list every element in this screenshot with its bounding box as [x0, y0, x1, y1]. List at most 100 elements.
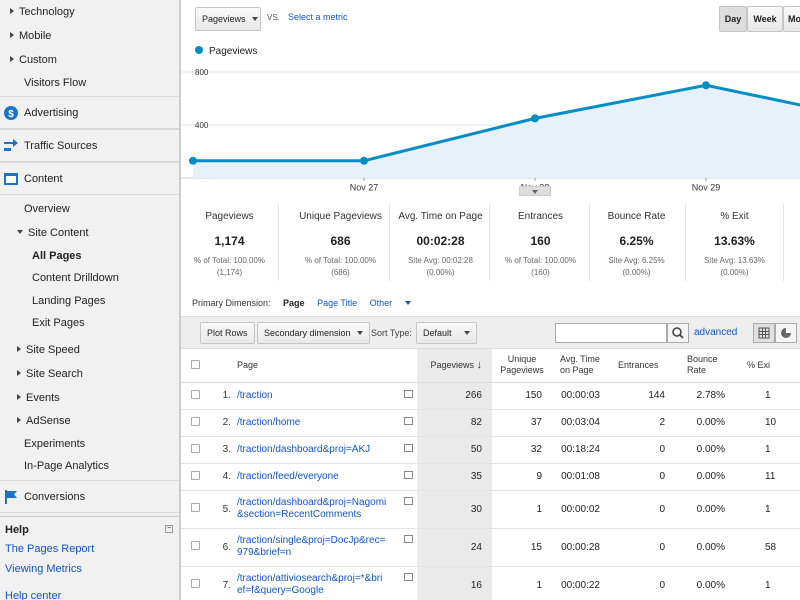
- row-checkbox[interactable]: [191, 416, 200, 426]
- row-checkbox[interactable]: [191, 503, 200, 512]
- table-row[interactable]: 4./traction/feed/everyone 35 9 00:01:08 0 0.0…: [181, 463, 800, 491]
- cell-pageviews: 16: [417, 566, 492, 600]
- page-link[interactable]: /traction: [237, 389, 273, 401]
- open-in-new-window-icon[interactable]: [404, 389, 413, 398]
- header-pageviews[interactable]: Pageviews ↓: [417, 349, 492, 383]
- day-button[interactable]: Day: [719, 6, 747, 32]
- stat-sub: Site Avg: 00:02:28 (0.00%): [408, 256, 473, 277]
- open-in-new-window-icon[interactable]: [404, 416, 413, 425]
- page-link[interactable]: /traction/single&proj=DocJp&rec=979&brie…: [237, 535, 386, 558]
- minimize-icon[interactable]: −: [165, 525, 173, 533]
- section-traffic-sources[interactable]: Traffic Sources: [0, 129, 179, 162]
- table-header-row: Page Pageviews ↓ Unique Pageviews Avg. T…: [181, 349, 800, 383]
- row-checkbox[interactable]: [191, 443, 200, 453]
- cell-exit: 1: [735, 490, 800, 529]
- page-link[interactable]: /traction/attiviosearch&proj=*&brief=f&q…: [237, 573, 383, 596]
- stat-card[interactable]: Pageviews 1,174 % of Total: 100.00% (1,174): [181, 203, 279, 281]
- help-link-help-center[interactable]: Help center: [5, 590, 62, 600]
- stat-name: Bounce Rate: [607, 211, 666, 222]
- page-link[interactable]: /traction/feed/everyone: [237, 470, 339, 482]
- header-exit[interactable]: % Exi: [735, 349, 800, 383]
- nav-item-overview[interactable]: Overview: [24, 203, 70, 215]
- header-page[interactable]: Page: [237, 349, 417, 383]
- nav-item-landing-pages[interactable]: Landing Pages: [32, 295, 106, 307]
- dimension-other[interactable]: Other: [370, 298, 422, 308]
- open-in-new-window-icon[interactable]: [404, 535, 413, 543]
- row-checkbox[interactable]: [191, 389, 200, 399]
- cell-entrances: 144: [610, 382, 675, 410]
- select-metric-link[interactable]: Select a metric: [288, 12, 348, 22]
- table-row[interactable]: 6./traction/single&proj=DocJp&rec=979&br…: [181, 528, 800, 567]
- search-input[interactable]: [555, 323, 667, 343]
- help-link-pages-report[interactable]: The Pages Report: [5, 543, 95, 555]
- stat-card[interactable]: % Exit 13.63% Site Avg: 13.63% (0.00%): [686, 203, 784, 281]
- data-point: [360, 156, 368, 165]
- nav-item-technology[interactable]: Technology: [10, 6, 189, 18]
- header-entrances[interactable]: Entrances: [610, 349, 675, 383]
- table-row[interactable]: 5./traction/dashboard&proj=Nagomi&sectio…: [181, 490, 800, 529]
- page-link[interactable]: /traction/home: [237, 416, 301, 428]
- nav-item-content-drilldown[interactable]: Content Drilldown: [32, 272, 119, 284]
- plot-rows-button[interactable]: Plot Rows: [200, 322, 255, 344]
- pie-view-button[interactable]: [775, 323, 797, 343]
- dimension-page[interactable]: Page: [283, 298, 305, 308]
- row-checkbox[interactable]: [191, 470, 200, 480]
- nav-item-site-content[interactable]: Site Content: [17, 227, 196, 239]
- cell-pageviews: 24: [417, 528, 492, 567]
- row-checkbox[interactable]: [191, 579, 200, 588]
- advanced-link[interactable]: advanced: [694, 327, 738, 338]
- table-row[interactable]: 3./traction/dashboard&proj=AKJ 50 32 00:18:…: [181, 436, 800, 464]
- nav-item-in-page-analytics[interactable]: In-Page Analytics: [24, 460, 109, 472]
- sort-type-select[interactable]: Default: [416, 322, 477, 344]
- stat-sub: % of Total: 100.00% (160): [504, 256, 576, 277]
- chart-resize-handle[interactable]: [519, 186, 551, 196]
- help-header: Help −: [0, 516, 179, 538]
- stat-card[interactable]: Bounce Rate 6.25% Site Avg: 6.25% (0.00%): [588, 203, 686, 281]
- nav-item-custom[interactable]: Custom: [10, 54, 189, 66]
- stat-name: Pageviews: [205, 211, 254, 222]
- search-button[interactable]: [667, 323, 689, 343]
- help-link-viewing-metrics[interactable]: Viewing Metrics: [5, 563, 82, 575]
- week-button[interactable]: Week: [747, 6, 783, 32]
- stat-name: Avg. Time on Page: [398, 211, 483, 222]
- header-avg-time[interactable]: Avg. Time on Page: [552, 349, 610, 383]
- nav-item-events[interactable]: Events: [17, 392, 196, 404]
- table-row[interactable]: 1./traction 266 150 00:00:03 144 2.78% 1: [181, 382, 800, 410]
- nav-item-visitors-flow[interactable]: Visitors Flow: [24, 77, 87, 89]
- open-in-new-window-icon[interactable]: [404, 497, 413, 505]
- data-point: [531, 114, 539, 123]
- x-tick-label: Nov 29: [692, 182, 721, 192]
- page-link[interactable]: /traction/dashboard&proj=AKJ: [237, 443, 371, 455]
- header-bounce-rate[interactable]: Bounce Rate: [675, 349, 735, 383]
- dimension-page-title[interactable]: Page Title: [317, 298, 358, 308]
- page-link[interactable]: /traction/dashboard&proj=Nagomi&section=…: [237, 497, 387, 520]
- table-view-button[interactable]: [753, 323, 775, 343]
- nav-item-adsense[interactable]: AdSense: [17, 415, 196, 427]
- stat-card[interactable]: Avg. Time on Page 00:02:28 Site Avg: 00:02…: [392, 203, 490, 281]
- table-row[interactable]: 7./traction/attiviosearch&proj=*&brief=f…: [181, 566, 800, 600]
- open-in-new-window-icon[interactable]: [404, 443, 413, 452]
- section-conversions[interactable]: Conversions: [0, 480, 179, 513]
- nav-item-mobile[interactable]: Mobile: [10, 30, 189, 42]
- expand-arrow-icon: [10, 32, 14, 38]
- metric-select[interactable]: Pageviews: [195, 7, 261, 31]
- header-unique-pageviews[interactable]: Unique Pageviews: [492, 349, 552, 383]
- select-all-checkbox[interactable]: [191, 359, 200, 369]
- secondary-dimension-select[interactable]: Secondary dimension: [257, 322, 370, 344]
- section-advertising[interactable]: $ Advertising: [0, 96, 179, 129]
- nav-item-site-speed[interactable]: Site Speed: [17, 344, 196, 356]
- open-in-new-window-icon[interactable]: [404, 573, 413, 581]
- open-in-new-window-icon[interactable]: [404, 470, 413, 479]
- nav-item-exit-pages[interactable]: Exit Pages: [32, 317, 85, 329]
- collapse-arrow-icon: [17, 230, 23, 234]
- stat-card[interactable]: Unique Pageviews 686 % of Total: 100.00% (6…: [292, 203, 390, 281]
- nav-item-site-search[interactable]: Site Search: [17, 368, 196, 380]
- section-content[interactable]: Content: [0, 162, 179, 195]
- table-row[interactable]: 2./traction/home 82 37 00:03:04 2 0.00% 10: [181, 409, 800, 437]
- expand-arrow-icon: [10, 8, 14, 14]
- nav-item-experiments[interactable]: Experiments: [24, 438, 86, 450]
- month-button[interactable]: Mo: [783, 6, 800, 32]
- stat-card[interactable]: Entrances 160 % of Total: 100.00% (160): [492, 203, 590, 281]
- row-checkbox[interactable]: [191, 541, 200, 550]
- nav-item-all-pages[interactable]: All Pages: [32, 250, 82, 262]
